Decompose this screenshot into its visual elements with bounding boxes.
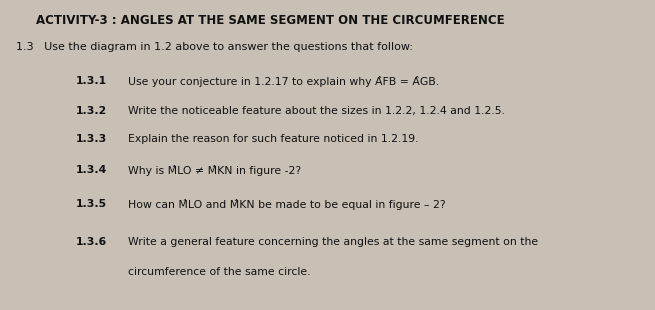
Text: 1.3.4: 1.3.4 — [75, 165, 107, 175]
Text: Explain the reason for such feature noticed in 1.2.19.: Explain the reason for such feature noti… — [128, 134, 419, 144]
Text: 1.3.5: 1.3.5 — [75, 199, 107, 209]
Text: How can M̂LO and M̂KN be made to be equal in figure – 2?: How can M̂LO and M̂KN be made to be equa… — [128, 199, 445, 210]
Text: 1.3.3: 1.3.3 — [75, 134, 107, 144]
Text: 1.3.6: 1.3.6 — [75, 237, 107, 247]
Text: circumference of the same circle.: circumference of the same circle. — [128, 267, 310, 277]
Text: 1.3   Use the diagram in 1.2 above to answer the questions that follow:: 1.3 Use the diagram in 1.2 above to answ… — [16, 42, 413, 52]
Text: 1.3.2: 1.3.2 — [75, 106, 107, 116]
Text: Why is M̂LO ≠ M̂KN in figure -2?: Why is M̂LO ≠ M̂KN in figure -2? — [128, 165, 301, 176]
Text: ACTIVITY-3 : ANGLES AT THE SAME SEGMENT ON THE CIRCUMFERENCE: ACTIVITY-3 : ANGLES AT THE SAME SEGMENT … — [36, 14, 504, 27]
Text: Write a general feature concerning the angles at the same segment on the: Write a general feature concerning the a… — [128, 237, 538, 247]
Text: 1.3.1: 1.3.1 — [75, 76, 107, 86]
Text: Use your conjecture in 1.2.17 to explain why ÂFB = ÂGB.: Use your conjecture in 1.2.17 to explain… — [128, 76, 439, 87]
Text: Write the noticeable feature about the sizes in 1.2.2, 1.2.4 and 1.2.5.: Write the noticeable feature about the s… — [128, 106, 505, 116]
